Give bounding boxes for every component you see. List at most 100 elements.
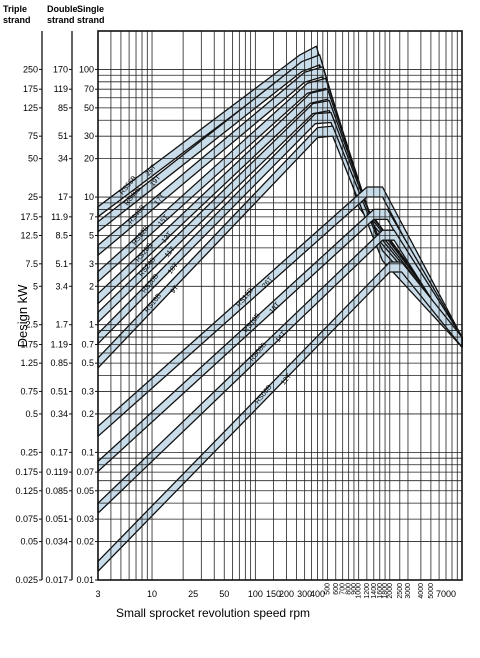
ytick-triple-2: 125 bbox=[23, 103, 38, 113]
header-single-line1: Single bbox=[77, 4, 104, 14]
xtick-5: 150 bbox=[266, 589, 281, 599]
ytick-single-4: 20 bbox=[84, 154, 94, 164]
xtick-7: 300 bbox=[297, 589, 312, 599]
xtick-minor-5: 1000 bbox=[356, 583, 363, 599]
ytick-triple-3: 75 bbox=[28, 131, 38, 141]
xtick-minor-3: 800 bbox=[346, 583, 353, 595]
xtick-minor-13: 4000 bbox=[418, 583, 425, 599]
xtick-8: 400 bbox=[310, 589, 325, 599]
ytick-double-13: 0.51 bbox=[50, 386, 68, 396]
ytick-double-4: 34 bbox=[58, 154, 68, 164]
header-triple-line1: Triple bbox=[3, 4, 27, 14]
ytick-triple-4: 50 bbox=[28, 154, 38, 164]
xtick-minor-0: 500 bbox=[325, 583, 332, 595]
axes: 25017512575502517.512.57.552.51.751.250.… bbox=[15, 30, 463, 599]
xtick-minor-10: 2000 bbox=[387, 583, 394, 599]
header-double-line2: strand bbox=[47, 15, 75, 25]
ytick-single-17: 0.05 bbox=[76, 486, 94, 496]
ytick-single-16: 0.07 bbox=[76, 467, 94, 477]
ytick-double-7: 8.5 bbox=[55, 230, 68, 240]
ytick-triple-10: 2.5 bbox=[25, 320, 38, 330]
xtick-9: 7000 bbox=[436, 589, 456, 599]
ytick-single-0: 100 bbox=[79, 64, 94, 74]
ytick-single-5: 10 bbox=[84, 192, 94, 202]
xtick-minor-6: 1200 bbox=[364, 583, 371, 599]
ytick-triple-7: 12.5 bbox=[20, 230, 38, 240]
ytick-double-8: 5.1 bbox=[55, 259, 68, 269]
ytick-double-14: 0.34 bbox=[50, 409, 68, 419]
xtick-minor-14: 5000 bbox=[428, 583, 435, 599]
series-teeth-7: 9T bbox=[170, 284, 181, 295]
xtick-0: 3 bbox=[95, 589, 100, 599]
xtick-minor-7: 1400 bbox=[371, 583, 378, 599]
xtick-1: 10 bbox=[147, 589, 157, 599]
ytick-double-19: 0.034 bbox=[45, 537, 68, 547]
ytick-double-10: 1.7 bbox=[55, 320, 68, 330]
ytick-triple-8: 7.5 bbox=[25, 259, 38, 269]
ytick-single-12: 0.5 bbox=[81, 358, 94, 368]
ytick-triple-20: 0.025 bbox=[15, 575, 38, 585]
ytick-single-11: 0.7 bbox=[81, 339, 94, 349]
ytick-single-14: 0.2 bbox=[81, 409, 94, 419]
ytick-single-2: 50 bbox=[84, 103, 94, 113]
ytick-triple-13: 0.75 bbox=[20, 386, 38, 396]
header-double-line1: Double bbox=[47, 4, 78, 14]
ytick-double-12: 0.85 bbox=[50, 358, 68, 368]
y-axis-label: Design kW bbox=[15, 284, 30, 348]
ytick-double-1: 119 bbox=[54, 84, 68, 94]
ytick-single-9: 2 bbox=[89, 281, 94, 291]
x-axis-label: Small sprocket revolution speed rpm bbox=[116, 606, 310, 620]
ytick-single-20: 0.01 bbox=[76, 575, 94, 585]
ytick-single-13: 0.3 bbox=[81, 386, 94, 396]
ytick-triple-14: 0.5 bbox=[25, 409, 38, 419]
ytick-double-0: 170 bbox=[53, 64, 68, 74]
ytick-triple-0: 250 bbox=[23, 64, 38, 74]
ytick-single-7: 5 bbox=[89, 230, 94, 240]
ytick-triple-18: 0.075 bbox=[15, 514, 38, 524]
ytick-single-8: 3 bbox=[89, 259, 94, 269]
ytick-double-3: 51 bbox=[58, 131, 68, 141]
ytick-single-10: 1 bbox=[89, 320, 94, 330]
ytick-double-15: 0.17 bbox=[50, 447, 68, 457]
ytick-double-2: 85 bbox=[58, 103, 68, 113]
ytick-triple-19: 0.05 bbox=[20, 537, 38, 547]
ytick-double-11: 1.19 bbox=[50, 339, 68, 349]
column-headers: Triple strand Double strand Single stran… bbox=[3, 4, 105, 25]
ytick-single-19: 0.02 bbox=[76, 537, 94, 547]
ytick-single-3: 30 bbox=[84, 131, 94, 141]
ytick-single-6: 7 bbox=[89, 212, 94, 222]
ytick-double-17: 0.085 bbox=[45, 486, 68, 496]
ytick-double-6: 11.9 bbox=[51, 212, 68, 222]
ytick-double-9: 3.4 bbox=[55, 281, 68, 291]
ytick-double-16: 0.119 bbox=[46, 467, 68, 477]
ytick-triple-5: 25 bbox=[28, 192, 38, 202]
ytick-triple-15: 0.25 bbox=[20, 447, 38, 457]
xtick-minor-2: 700 bbox=[340, 583, 347, 595]
ytick-triple-16: 0.175 bbox=[15, 467, 38, 477]
plot-frame bbox=[97, 30, 463, 581]
ytick-double-5: 17 bbox=[58, 192, 68, 202]
ytick-single-18: 0.03 bbox=[76, 514, 94, 524]
xtick-4: 100 bbox=[248, 589, 263, 599]
ytick-triple-9: 5 bbox=[33, 281, 38, 291]
header-single-line2: strand bbox=[77, 15, 105, 25]
ytick-single-1: 70 bbox=[84, 84, 94, 94]
ytick-triple-1: 175 bbox=[23, 84, 38, 94]
xtick-minor-8: 1600 bbox=[377, 583, 384, 599]
xtick-2: 25 bbox=[188, 589, 198, 599]
xtick-minor-11: 2500 bbox=[397, 583, 404, 599]
xtick-minor-12: 3000 bbox=[405, 583, 412, 599]
ytick-triple-17: 0.125 bbox=[15, 486, 38, 496]
ytick-double-20: 0.017 bbox=[45, 575, 68, 585]
xtick-minor-1: 600 bbox=[333, 583, 340, 595]
xtick-6: 200 bbox=[279, 589, 294, 599]
ytick-double-18: 0.051 bbox=[45, 514, 68, 524]
header-triple-line2: strand bbox=[3, 15, 31, 25]
ytick-single-15: 0.1 bbox=[81, 447, 94, 457]
ytick-triple-11: 1.75 bbox=[20, 339, 38, 349]
xtick-minor-4: 900 bbox=[351, 583, 358, 595]
xtick-minor-9: 1800 bbox=[382, 583, 389, 599]
ytick-triple-6: 17.5 bbox=[20, 212, 38, 222]
xtick-3: 50 bbox=[219, 589, 229, 599]
